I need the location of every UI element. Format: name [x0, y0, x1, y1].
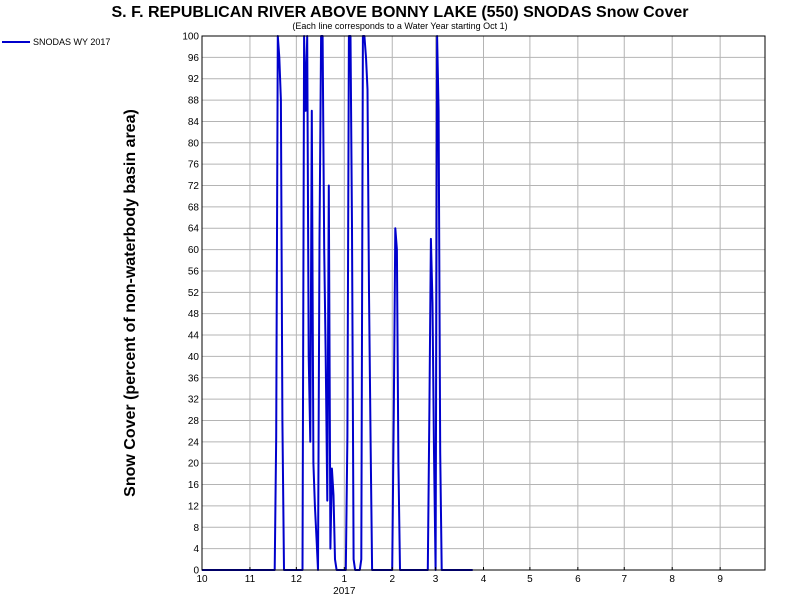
y-axis-ticks: 0481216202428323640444852566064687276808… [182, 32, 199, 577]
x-tick-label: 4 [481, 574, 487, 585]
legend-label-snodas-wy-2017: SNODAS WY 2017 [33, 37, 110, 47]
y-tick-label: 36 [188, 373, 200, 384]
chart-title: S. F. REPUBLICAN RIVER ABOVE BONNY LAKE … [112, 4, 689, 21]
y-tick-label: 60 [188, 245, 200, 256]
y-tick-label: 20 [188, 459, 200, 470]
y-tick-label: 92 [188, 74, 200, 85]
x-tick-label: 12 [291, 574, 303, 585]
chart-subtitle: (Each line corresponds to a Water Year s… [292, 21, 507, 31]
x-tick-label: 9 [717, 574, 723, 585]
y-tick-label: 100 [182, 32, 199, 43]
y-tick-label: 72 [188, 181, 200, 192]
grid [202, 36, 765, 570]
y-axis-label: Snow Cover (percent of non-waterbody bas… [122, 109, 139, 497]
y-tick-label: 56 [188, 266, 200, 277]
x-tick-label: 7 [621, 574, 627, 585]
x-tick-label: 10 [196, 574, 208, 585]
y-tick-label: 84 [188, 117, 200, 128]
x-tick-label: 11 [245, 574, 256, 585]
y-tick-label: 12 [188, 501, 200, 512]
y-tick-label: 48 [188, 309, 200, 320]
x-year-label: 2017 [333, 586, 356, 597]
y-tick-label: 8 [193, 523, 199, 534]
legend: SNODAS WY 2017 [2, 37, 110, 47]
y-tick-label: 80 [188, 138, 200, 149]
y-tick-label: 96 [188, 53, 200, 64]
y-tick-label: 32 [188, 395, 200, 406]
x-tick-label: 6 [575, 574, 581, 585]
y-tick-label: 0 [193, 566, 199, 577]
y-tick-label: 16 [188, 480, 200, 491]
x-tick-label: 2 [389, 574, 395, 585]
y-tick-label: 24 [188, 437, 200, 448]
y-tick-label: 88 [188, 96, 200, 107]
x-tick-label: 8 [669, 574, 675, 585]
x-tick-label: 1 [342, 574, 348, 585]
y-tick-label: 76 [188, 160, 200, 171]
y-tick-label: 44 [188, 331, 200, 342]
y-tick-label: 40 [188, 352, 200, 363]
y-tick-label: 4 [193, 544, 199, 555]
x-tick-label: 5 [527, 574, 533, 585]
y-tick-label: 52 [188, 288, 200, 299]
y-tick-label: 64 [188, 224, 200, 235]
x-tick-label: 3 [433, 574, 439, 585]
y-tick-label: 68 [188, 202, 200, 213]
y-tick-label: 28 [188, 416, 200, 427]
